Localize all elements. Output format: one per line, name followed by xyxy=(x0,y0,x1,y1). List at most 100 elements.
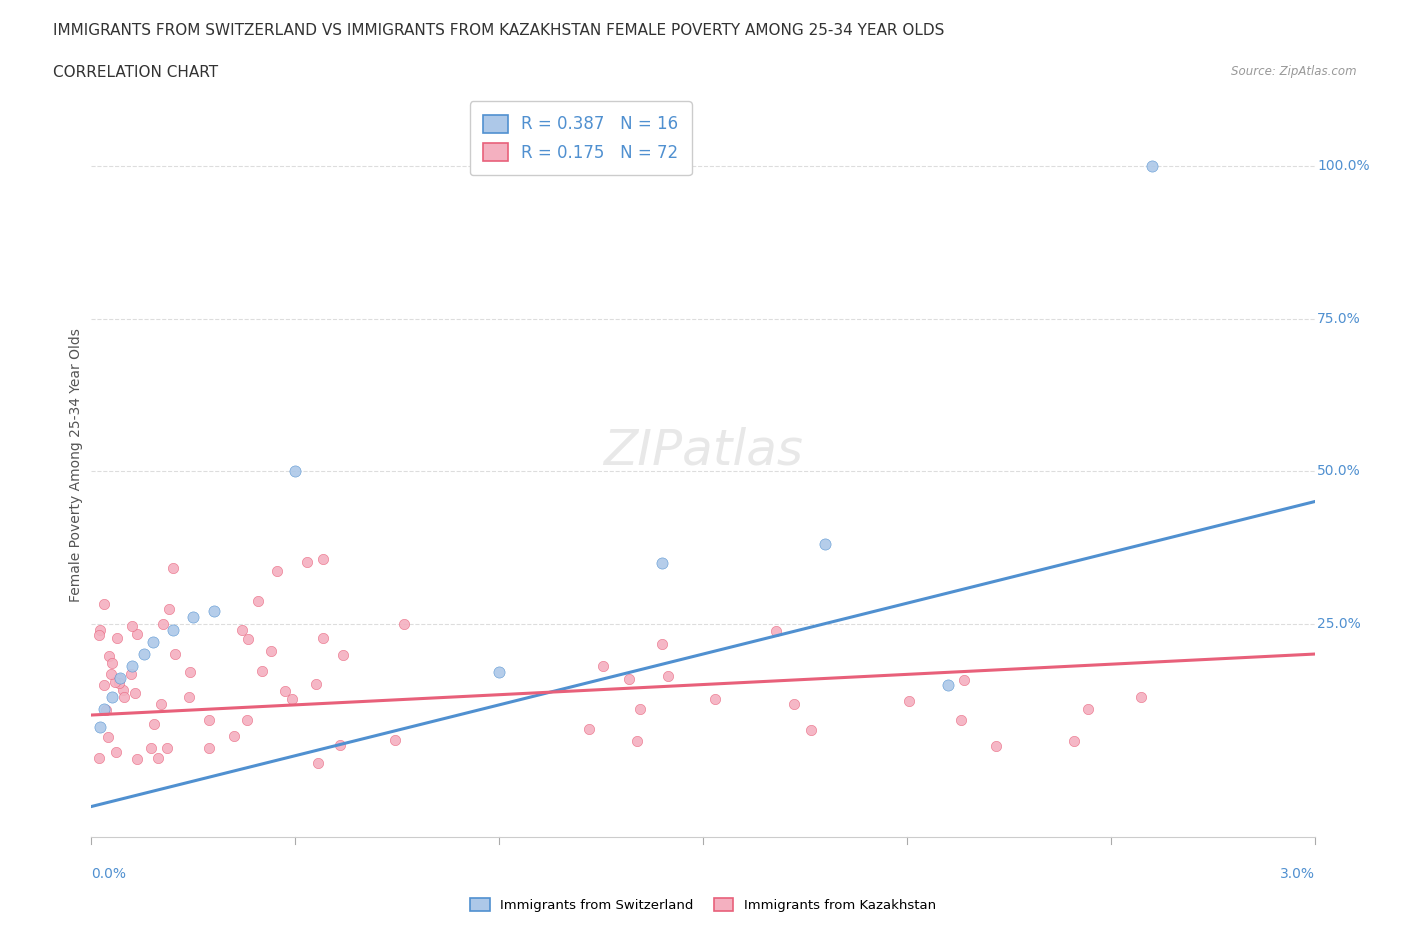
Point xyxy=(252,664,274,679)
Point xyxy=(124,685,146,700)
Point xyxy=(87,628,110,643)
Point xyxy=(783,697,806,711)
Point xyxy=(89,720,111,735)
Point xyxy=(93,597,115,612)
Point xyxy=(121,618,143,633)
Point xyxy=(112,683,135,698)
Point xyxy=(704,692,727,707)
Legend: Immigrants from Switzerland, Immigrants from Kazakhstan: Immigrants from Switzerland, Immigrants … xyxy=(464,891,942,919)
Point xyxy=(273,684,295,698)
Point xyxy=(936,677,959,692)
Point xyxy=(765,624,787,639)
Point xyxy=(139,740,162,755)
Point xyxy=(236,631,259,646)
Point xyxy=(312,551,335,566)
Point xyxy=(657,669,679,684)
Point xyxy=(198,740,221,755)
Point xyxy=(202,604,225,618)
Point xyxy=(800,722,823,737)
Point xyxy=(112,690,135,705)
Point xyxy=(311,631,333,645)
Legend: R = 0.387   N = 16, R = 0.175   N = 72: R = 0.387 N = 16, R = 0.175 N = 72 xyxy=(470,101,692,176)
Point xyxy=(280,692,302,707)
Text: 3.0%: 3.0% xyxy=(1279,867,1315,881)
Point xyxy=(183,610,205,625)
Point xyxy=(307,756,329,771)
Point xyxy=(329,737,352,752)
Point xyxy=(266,563,288,578)
Point xyxy=(101,689,124,704)
Point xyxy=(121,658,143,673)
Text: 100.0%: 100.0% xyxy=(1317,159,1369,173)
Point xyxy=(1063,734,1085,749)
Point xyxy=(384,733,406,748)
Point xyxy=(127,751,149,766)
Point xyxy=(626,734,648,749)
Text: IMMIGRANTS FROM SWITZERLAND VS IMMIGRANTS FROM KAZAKHSTAN FEMALE POVERTY AMONG 2: IMMIGRANTS FROM SWITZERLAND VS IMMIGRANT… xyxy=(53,23,945,38)
Point xyxy=(121,667,143,682)
Text: 50.0%: 50.0% xyxy=(1317,464,1361,478)
Point xyxy=(814,537,837,551)
Point xyxy=(125,627,148,642)
Point xyxy=(488,665,510,680)
Point xyxy=(617,671,640,686)
Point xyxy=(651,555,673,570)
Point xyxy=(898,693,921,708)
Point xyxy=(93,678,115,693)
Point xyxy=(155,740,177,755)
Point xyxy=(101,656,124,671)
Point xyxy=(392,617,415,631)
Point xyxy=(162,560,184,575)
Point xyxy=(260,644,283,658)
Point xyxy=(246,593,269,608)
Text: Source: ZipAtlas.com: Source: ZipAtlas.com xyxy=(1232,65,1357,78)
Y-axis label: Female Poverty Among 25-34 Year Olds: Female Poverty Among 25-34 Year Olds xyxy=(69,328,83,602)
Point xyxy=(146,751,169,765)
Point xyxy=(179,664,201,679)
Point xyxy=(97,730,120,745)
Point xyxy=(578,722,600,737)
Point xyxy=(87,751,110,765)
Point xyxy=(100,667,122,682)
Point xyxy=(305,677,328,692)
Point xyxy=(104,745,127,760)
Point xyxy=(953,673,976,688)
Point xyxy=(108,671,131,686)
Point xyxy=(222,728,245,743)
Point xyxy=(152,617,174,631)
Point xyxy=(284,464,307,479)
Point xyxy=(150,697,173,711)
Point xyxy=(157,601,180,616)
Point xyxy=(134,646,156,661)
Point xyxy=(108,671,131,686)
Point xyxy=(98,648,121,663)
Point xyxy=(231,623,253,638)
Point xyxy=(235,712,257,727)
Text: 25.0%: 25.0% xyxy=(1317,617,1361,631)
Point xyxy=(177,690,200,705)
Text: 75.0%: 75.0% xyxy=(1317,312,1361,326)
Point xyxy=(89,622,111,637)
Point xyxy=(297,554,319,569)
Point xyxy=(143,717,166,732)
Point xyxy=(93,701,115,716)
Point xyxy=(628,701,651,716)
Point xyxy=(1077,701,1099,716)
Point xyxy=(651,636,673,651)
Point xyxy=(162,622,184,637)
Point xyxy=(592,658,614,673)
Text: ZIPatlas: ZIPatlas xyxy=(603,426,803,474)
Point xyxy=(197,712,219,727)
Point xyxy=(950,712,973,727)
Point xyxy=(1129,689,1152,704)
Point xyxy=(163,647,186,662)
Point xyxy=(105,631,128,645)
Point xyxy=(141,634,165,649)
Point xyxy=(108,675,131,690)
Point xyxy=(1140,159,1163,174)
Text: CORRELATION CHART: CORRELATION CHART xyxy=(53,65,218,80)
Point xyxy=(986,738,1008,753)
Text: 0.0%: 0.0% xyxy=(91,867,127,881)
Point xyxy=(96,702,118,717)
Point xyxy=(332,648,354,663)
